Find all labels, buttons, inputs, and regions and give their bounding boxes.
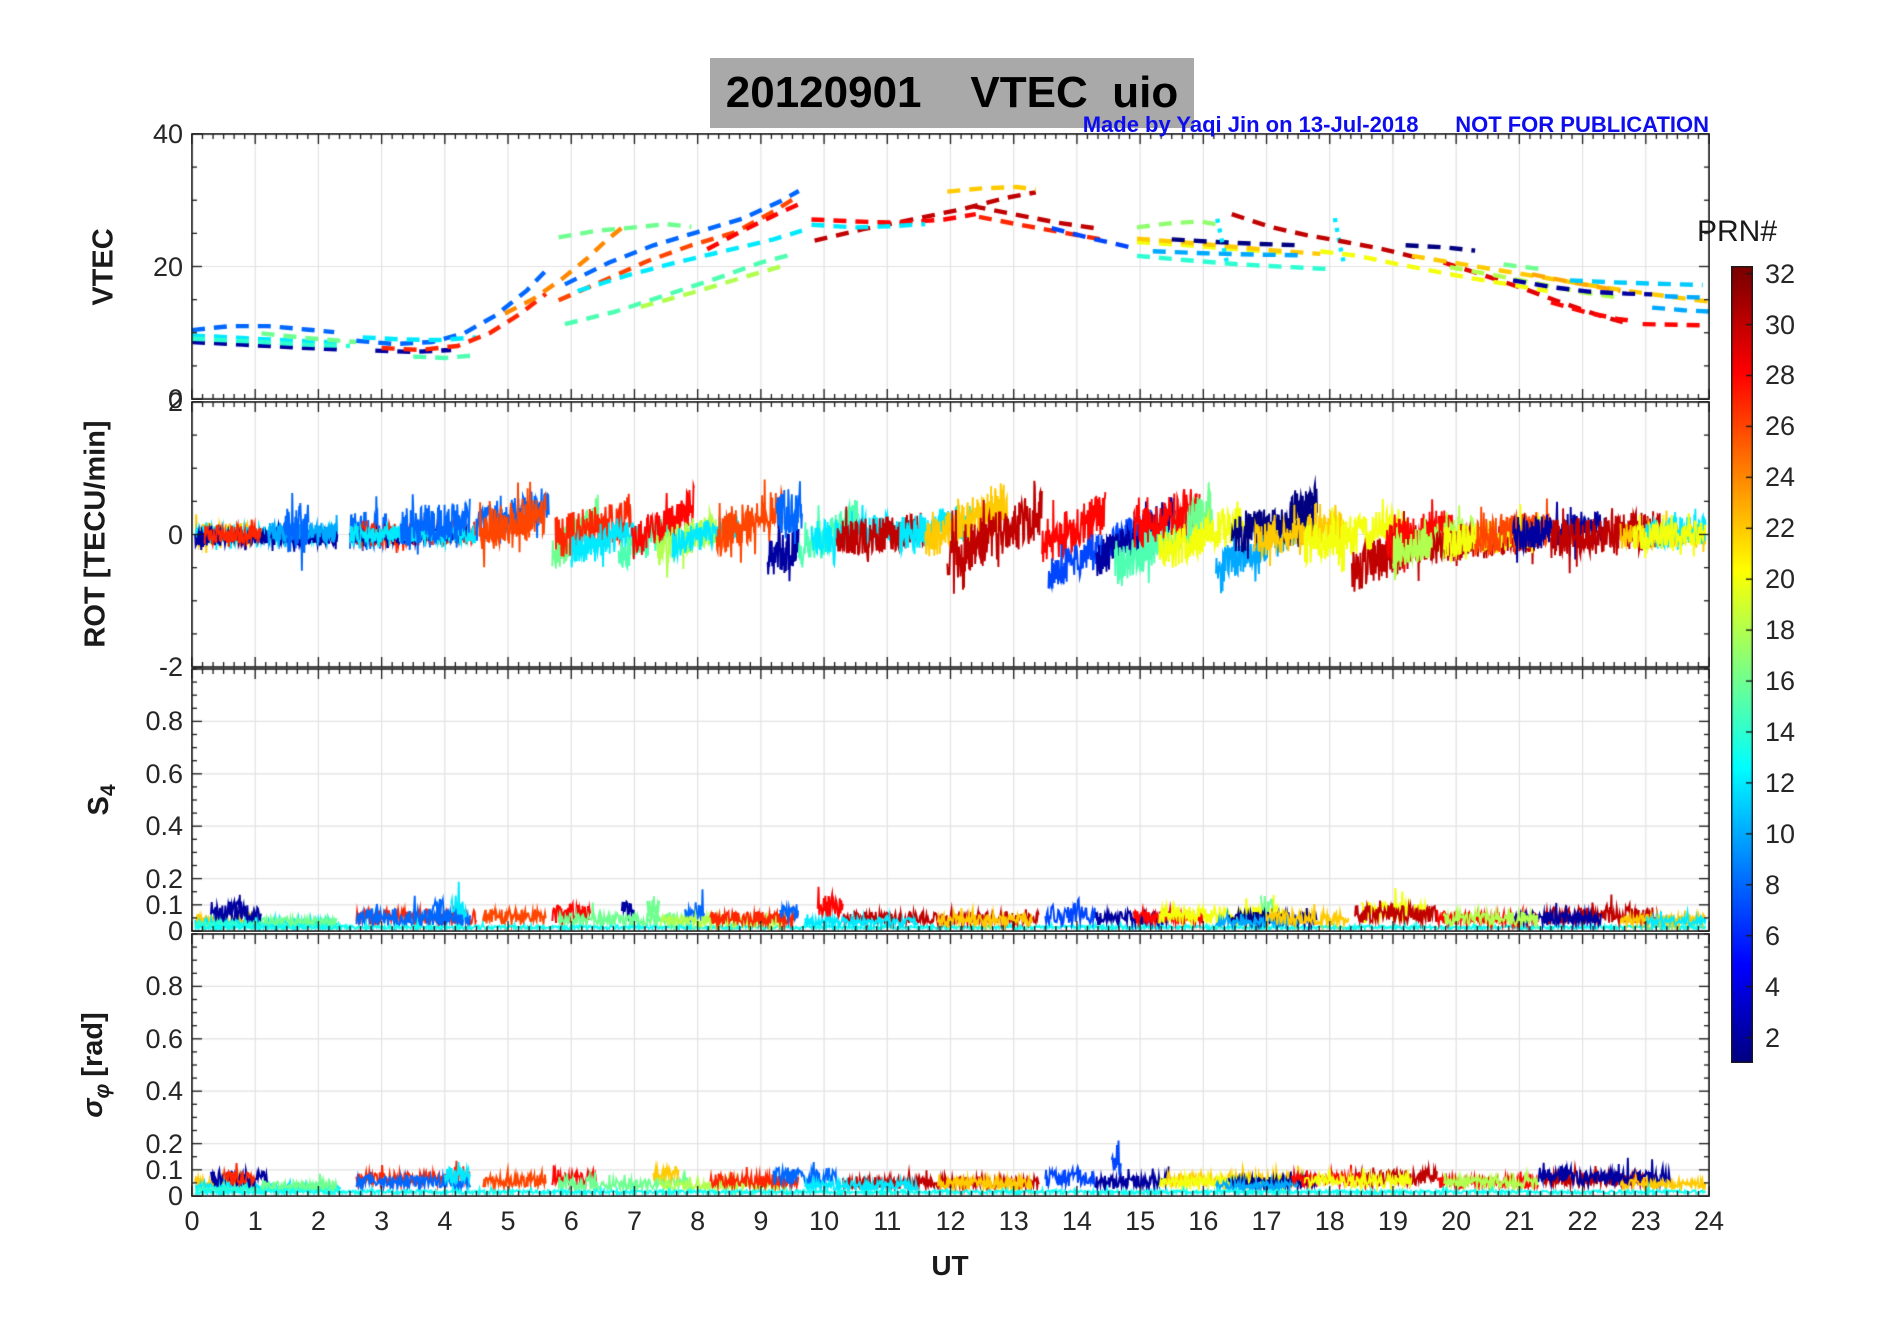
x-tick-label: 15 <box>1125 1206 1156 1236</box>
title-box: 20120901 VTEC uio <box>710 58 1194 128</box>
x-tick-label: 2 <box>310 1206 326 1236</box>
colorbar-tick-label: 2 <box>1765 1022 1781 1053</box>
colorbar-tick-label: 32 <box>1765 258 1796 289</box>
vtec-ytick-label: 0 <box>167 384 183 414</box>
x-tick-label: 11 <box>873 1206 902 1236</box>
x-tick-label: 20 <box>1441 1206 1472 1236</box>
s4-ytick-label: 0.6 <box>145 758 183 789</box>
x-tick-label: 8 <box>690 1206 706 1236</box>
watermark-annotation: Made by Yaqi Jin on 13-Jul-2018 NOT FOR … <box>1082 112 1709 137</box>
x-tick-label: 9 <box>753 1206 769 1236</box>
colorbar-tick-label: 30 <box>1765 309 1796 340</box>
colorbar-tick-label: 14 <box>1765 716 1796 747</box>
x-tick-label: 6 <box>563 1206 579 1236</box>
x-tick-label: 18 <box>1314 1206 1345 1236</box>
prn-colorbar <box>1731 266 1753 1063</box>
vtec-ytick-label: 40 <box>152 119 183 149</box>
colorbar-tick-label: 6 <box>1765 920 1781 951</box>
colorbar-tick-label: 22 <box>1765 513 1796 544</box>
colorbar-tick-label: 10 <box>1765 818 1796 849</box>
x-tick-label: 22 <box>1567 1206 1598 1236</box>
s4-ytick-label: 0.1 <box>145 889 183 920</box>
xaxis-label-ut: UT <box>931 1250 969 1281</box>
x-tick-label: 16 <box>1188 1206 1219 1236</box>
colorbar-tick-label: 20 <box>1765 564 1796 595</box>
sigma_phi-ytick-label: 0.1 <box>145 1154 183 1185</box>
sigma_phi-plot-canvas <box>191 933 1710 1197</box>
vtec-plot-canvas <box>191 133 1710 400</box>
sigma_phi-ytick-label: 0 <box>167 1181 183 1211</box>
colorbar-tick-label: 18 <box>1765 615 1796 646</box>
x-tick-label: 7 <box>626 1206 642 1236</box>
sigma_phi-ytick-label: 0.4 <box>145 1076 183 1107</box>
colorbar-tick-label: 24 <box>1765 462 1796 493</box>
x-tick-label: 3 <box>374 1206 390 1236</box>
page-title: 20120901 VTEC uio <box>725 68 1179 117</box>
s4-ytick-label: 0.2 <box>145 863 183 894</box>
rot-ytick-label: 2 <box>167 387 183 417</box>
sigma_phi-ytick-label: 0.6 <box>145 1023 183 1054</box>
x-tick-label: 21 <box>1504 1206 1535 1236</box>
sigma_phi-ytick-label: 0.8 <box>145 971 183 1002</box>
s4-ytick-label: 0.4 <box>145 811 183 842</box>
x-tick-label: 23 <box>1630 1206 1661 1236</box>
colorbar-tick-label: 12 <box>1765 767 1796 798</box>
colorbar-tick-label: 26 <box>1765 411 1796 442</box>
x-tick-label: 5 <box>500 1206 516 1236</box>
x-tick-label: 0 <box>184 1206 200 1236</box>
x-tick-label: 24 <box>1693 1206 1725 1236</box>
x-tick-label: 10 <box>809 1206 840 1236</box>
s4-ytick-label: 0 <box>167 916 183 946</box>
rot-plot-canvas <box>191 401 1710 668</box>
s4-ytick-label: 0.8 <box>145 706 183 737</box>
x-tick-label: 1 <box>247 1206 263 1236</box>
x-tick-label: 4 <box>437 1206 453 1236</box>
vtec-ytick-label: 20 <box>152 251 183 282</box>
s4-plot-canvas <box>191 668 1710 932</box>
x-tick-label: 12 <box>935 1206 966 1236</box>
colorbar-tick-label: 4 <box>1765 971 1781 1002</box>
x-tick-label: 14 <box>1061 1206 1092 1236</box>
rot-ytick-label: -2 <box>158 652 183 682</box>
x-tick-label: 17 <box>1251 1206 1282 1236</box>
x-tick-label: 19 <box>1377 1206 1408 1236</box>
x-tick-label: 13 <box>998 1206 1029 1236</box>
sigma_phi-ytick-label: 0.2 <box>145 1128 183 1159</box>
colorbar-tick-label: 16 <box>1765 666 1796 697</box>
colorbar-tick-label: 8 <box>1765 869 1781 900</box>
colorbar-tick-label: 28 <box>1765 360 1796 391</box>
rot-ytick-label: 0 <box>167 519 183 550</box>
colorbar-label: PRN# <box>1697 215 1778 248</box>
